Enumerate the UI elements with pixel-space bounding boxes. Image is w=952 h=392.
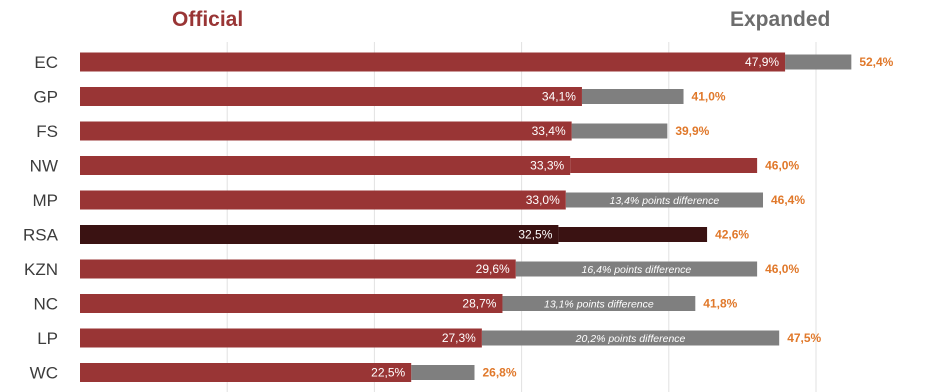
official-value-label: 33,0% <box>526 193 560 207</box>
official-bar <box>80 87 582 106</box>
expanded-bar <box>572 124 668 139</box>
official-bar <box>80 122 572 141</box>
official-value-label: 27,3% <box>442 331 476 345</box>
expanded-value-label: 39,9% <box>675 124 709 138</box>
official-bar <box>80 294 502 313</box>
difference-annotation: 16,4% points difference <box>582 264 692 276</box>
expanded-bar <box>570 158 757 173</box>
expanded-value-label: 47,5% <box>787 331 821 345</box>
official-bar <box>80 225 558 244</box>
expanded-value-label: 41,8% <box>703 297 737 311</box>
category-label: WC <box>30 364 58 383</box>
official-bar <box>80 53 785 72</box>
expanded-value-label: 46,0% <box>765 262 799 276</box>
category-label: MP <box>33 191 59 210</box>
official-value-label: 33,4% <box>532 124 566 138</box>
category-label: EC <box>34 53 58 72</box>
official-value-label: 22,5% <box>371 366 405 380</box>
category-label: NC <box>33 295 58 314</box>
official-value-label: 47,9% <box>745 55 779 69</box>
official-value-label: 29,6% <box>476 262 510 276</box>
expanded-bar <box>558 227 707 242</box>
official-bar <box>80 363 411 382</box>
expanded-value-label: 46,0% <box>765 159 799 173</box>
official-bar <box>80 191 566 210</box>
official-bar <box>80 260 516 279</box>
official-value-label: 33,3% <box>530 159 564 173</box>
official-bar <box>80 156 570 175</box>
category-label: LP <box>37 329 58 348</box>
category-label: RSA <box>23 226 59 245</box>
difference-annotation: 13,4% points difference <box>610 195 720 207</box>
official-value-label: 28,7% <box>462 297 496 311</box>
expanded-value-label: 41,0% <box>692 90 726 104</box>
expanded-value-label: 26,8% <box>482 366 516 380</box>
expanded-bar <box>785 55 851 70</box>
expanded-bar <box>582 89 684 104</box>
expanded-bar <box>411 365 474 380</box>
expanded-value-label: 52,4% <box>859 55 893 69</box>
official-bar <box>80 329 482 348</box>
official-value-label: 34,1% <box>542 90 576 104</box>
category-label: FS <box>36 122 58 141</box>
category-label: NW <box>30 157 58 176</box>
official-value-label: 32,5% <box>518 228 552 242</box>
difference-annotation: 20,2% points difference <box>575 333 686 345</box>
expanded-value-label: 42,6% <box>715 228 749 242</box>
expanded-value-label: 46,4% <box>771 193 805 207</box>
difference-annotation: 13,1% points difference <box>544 299 654 311</box>
category-label: KZN <box>24 260 58 279</box>
category-label: GP <box>33 88 58 107</box>
